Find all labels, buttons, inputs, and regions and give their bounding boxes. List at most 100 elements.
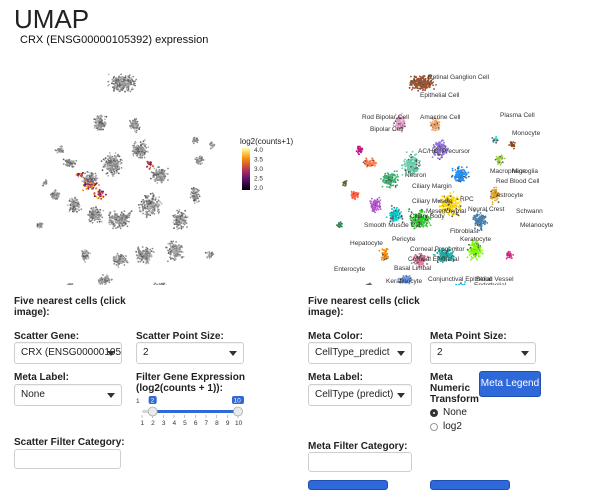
slider-min-label: 1: [136, 398, 140, 405]
meta-cluster: [508, 141, 516, 149]
meta-cluster-label: Endothelial: [474, 282, 507, 285]
transform-option-log2[interactable]: log2: [430, 421, 462, 432]
chevron-down-icon: [397, 351, 405, 356]
meta-point-size-select[interactable]: 2: [430, 342, 536, 364]
expression-cluster: [205, 251, 215, 259]
meta-legend-button[interactable]: Meta Legend: [479, 371, 541, 397]
expression-cluster: [192, 137, 199, 145]
expression-cluster: [107, 74, 137, 93]
meta-cluster-label: Astrocyte: [496, 192, 523, 199]
expression-cluster: [67, 283, 74, 285]
meta-filter-category-label: Meta Filter Category:: [308, 441, 407, 452]
meta-color-select[interactable]: CellType_predict: [308, 342, 412, 364]
chevron-down-icon: [229, 351, 237, 356]
meta-cluster-label: Corneal Epithelial: [408, 256, 460, 263]
slider-low-handle[interactable]: [148, 407, 157, 416]
meta-cluster: [356, 146, 364, 156]
meta-cluster-label: Monocyte: [512, 130, 541, 137]
meta-cluster-label: Bipolar Cell: [370, 126, 404, 133]
meta-filter-category-input[interactable]: [308, 452, 412, 472]
scatter-gene-select[interactable]: CRX (ENSG00000105392): [14, 342, 122, 364]
chevron-down-icon: [521, 351, 529, 356]
meta-cluster-label: Microglia: [512, 168, 538, 175]
expression-cluster: [194, 156, 204, 166]
meta-cluster: [378, 248, 389, 261]
meta-label-value-right: CellType (predict): [315, 389, 393, 400]
meta-cluster-label: Corneal Progenitor: [410, 246, 465, 253]
expression-cluster: [87, 206, 104, 223]
meta-cluster-label: Amacrine Cell: [420, 114, 461, 121]
meta-cluster-label: Epithelial Cell: [420, 92, 460, 99]
meta-point-size-value: 2: [437, 347, 443, 358]
meta-cluster-label: Red Blood Cell: [496, 178, 540, 185]
scatter-filter-category-input[interactable]: [14, 449, 121, 469]
expression-umap-plot[interactable]: log2(counts+1) 4.03.53.02.52.0: [0, 40, 300, 285]
meta-label-select[interactable]: None: [14, 384, 122, 406]
meta-cluster-label: Retinal Ganglion Cell: [428, 74, 490, 81]
scatter-point-size-value: 2: [143, 347, 149, 358]
expression-cluster: [135, 246, 154, 264]
meta-cluster-label: Ciliary Muscle: [412, 198, 453, 205]
transform-option-none[interactable]: None: [430, 407, 467, 418]
meta-cluster-label: Melanocyte: [520, 222, 554, 229]
chevron-down-icon: [107, 351, 115, 356]
meta-cluster-label: Keratocyte: [460, 236, 491, 243]
meta-cluster-label: Fibroblast: [450, 228, 479, 235]
meta-umap-plot[interactable]: Rod Bipolar Cell Bipolar Cell Amacrine Cel…: [300, 40, 600, 285]
meta-cluster: [363, 157, 378, 167]
expression-cluster: [98, 274, 113, 285]
bottom-action-button-right[interactable]: [430, 480, 510, 490]
radio-unselected-icon: [430, 423, 438, 431]
color-legend-bar: [242, 148, 250, 190]
meta-cluster-label: Hepatocyte: [350, 240, 383, 247]
meta-label-select-right[interactable]: CellType (predict): [308, 384, 412, 406]
legend-tick-label: 2.5: [254, 176, 263, 183]
meta-cluster-label: Pericyte: [392, 236, 416, 243]
meta-cluster: [506, 251, 514, 260]
filter-gene-label: Filter Gene Expression (log2(counts + 1)…: [136, 372, 256, 394]
meta-cluster: [350, 191, 359, 201]
expression-cluster: [112, 253, 128, 268]
meta-label-value: None: [21, 389, 45, 400]
expression-cluster: [63, 159, 78, 168]
expression-cluster: [209, 141, 215, 149]
slider-high-handle[interactable]: [234, 407, 243, 416]
expression-cluster: [37, 222, 44, 229]
slider-selected-range: [153, 410, 238, 413]
meta-cluster: [386, 205, 404, 223]
expression-cluster: [150, 166, 169, 184]
transform-option-none-label: None: [443, 407, 467, 418]
slider-tick-label: 9: [226, 420, 230, 427]
expression-cluster: [172, 209, 188, 230]
meta-color-label: Meta Color:: [308, 331, 363, 342]
expression-cluster: [129, 118, 141, 133]
expression-cluster: [132, 139, 150, 159]
slider-high-value: 10: [234, 398, 242, 405]
scatter-point-size-select[interactable]: 2: [136, 342, 244, 364]
meta-cluster-label: Rod Bipolar Cell: [362, 114, 410, 121]
legend-tick-label: 3.0: [254, 166, 263, 173]
meta-cluster-label: Ciliary Margin: [412, 183, 452, 190]
meta-cluster-label: Smooth Muscle Cell: [364, 222, 422, 229]
meta-cluster: [491, 136, 498, 144]
radio-selected-icon: [430, 409, 438, 417]
chevron-down-icon: [107, 393, 115, 398]
meta-cluster: [380, 170, 399, 188]
meta-nearest-cells-label: Five nearest cells (click image):: [308, 296, 428, 318]
meta-cluster-label: Schwann: [516, 208, 543, 215]
meta-cluster-label: Neuron: [405, 172, 427, 179]
meta-cluster-label: Enterocyte: [334, 266, 365, 273]
expression-cluster: [50, 189, 60, 200]
expression-cluster: [101, 152, 123, 177]
slider-tick-label: 4: [173, 420, 177, 427]
expression-cluster: [42, 179, 47, 187]
expression-cluster: [67, 196, 82, 212]
slider-tick-label: 10: [235, 420, 243, 427]
bottom-action-button-left[interactable]: [308, 480, 388, 490]
meta-cluster: [495, 154, 506, 165]
expression-cluster: [138, 192, 163, 218]
legend-title: log2(counts+1): [240, 137, 293, 146]
expression-cluster: [108, 210, 132, 229]
expression-cluster: [153, 282, 167, 285]
